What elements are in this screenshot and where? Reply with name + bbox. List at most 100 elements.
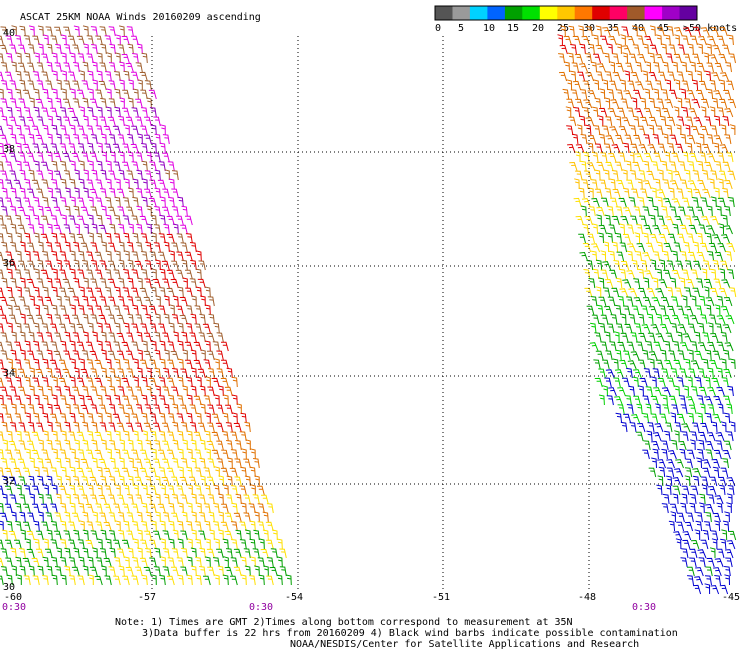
wind-barb [63,260,71,271]
wind-barb [59,557,67,568]
wind-barb [176,395,184,406]
wind-barb [158,323,166,334]
wind-barb [643,134,651,145]
wind-barb [602,27,611,37]
wind-barb [83,43,89,55]
wind-barb [41,341,49,352]
wind-barb [54,530,62,541]
wind-barb [15,322,22,334]
wind-barb [702,529,710,541]
wind-barb [702,143,711,154]
wind-barb [679,448,686,460]
wind-barb [710,585,720,595]
wind-barb [36,170,44,181]
wind-barb [663,242,673,253]
wind-barb [177,322,184,334]
wind-barb [708,314,717,325]
wind-barb [653,88,660,100]
wind-barb [594,143,603,154]
wind-barb [684,169,691,181]
wind-barb [51,232,58,244]
wind-barb [200,475,206,487]
wind-barb [109,547,116,559]
wind-barb [90,404,98,415]
wind-barb [13,305,22,316]
wind-barb [711,538,718,550]
wind-barb [582,242,592,253]
wind-barb [666,124,673,136]
wind-barb [684,305,694,316]
wind-barb [96,322,103,334]
wind-barb [99,26,107,37]
wind-barb [1,206,8,217]
wind-barb [710,125,718,136]
wind-barb [100,133,107,145]
wind-barb [716,548,725,559]
wind-barb [118,151,125,163]
wind-barb [567,52,574,64]
wind-barb [591,314,600,325]
wind-barb [0,557,4,568]
wind-barb [150,430,157,442]
wind-barb [604,188,612,199]
wind-barb [15,88,22,100]
wind-barb [64,547,71,559]
wind-barb [205,538,211,550]
wind-barb [710,268,717,280]
wind-barb [718,223,724,235]
wind-barb [234,458,242,469]
wind-barb [682,314,690,325]
wind-barb [207,350,215,361]
wind-barb [20,529,26,541]
wind-barb [722,161,731,172]
lat-label: 40 [3,28,15,39]
wind-barb [90,134,98,145]
wind-barb [5,161,13,172]
wind-barb [721,214,728,226]
wind-barb [184,341,193,352]
wind-barb [82,25,89,37]
lat-label: 38 [3,144,15,155]
wind-barb [643,160,650,172]
wind-barb [231,539,238,550]
wind-barb [700,539,709,550]
wind-barb [151,448,157,460]
wind-barb [144,116,152,127]
wind-barb [159,340,166,352]
wind-barb [652,134,660,145]
wind-barb [684,467,693,478]
wind-barb [23,197,31,208]
wind-barb [19,565,26,577]
wind-barb [113,233,121,244]
wind-barb [33,538,40,550]
wind-barb [149,323,157,334]
wind-barb [216,548,224,559]
wind-barb [107,278,116,289]
wind-barb [87,196,94,208]
wind-barb [684,358,691,370]
wind-barb [270,548,278,559]
wind-barb [89,350,98,361]
wind-barb [28,331,35,343]
wind-barb [658,279,668,289]
wind-barb [697,448,704,460]
wind-barb [27,188,35,199]
wind-barb [587,142,594,154]
wind-barb [634,232,640,243]
wind-barb [26,530,35,541]
wind-barb [69,250,76,262]
wind-barb [82,313,89,325]
wind-barb [45,260,53,271]
wind-barb [619,223,625,235]
wind-barb [621,26,629,37]
wind-barb [660,43,667,55]
wind-barb [99,404,107,415]
wind-barb [41,467,49,478]
wind-barb [654,178,661,190]
wind-barb [615,115,622,127]
wind-barb [671,198,681,208]
wind-barb [702,467,711,478]
wind-barb [103,125,112,136]
wind-barb [105,250,112,262]
wind-barb [675,538,682,550]
